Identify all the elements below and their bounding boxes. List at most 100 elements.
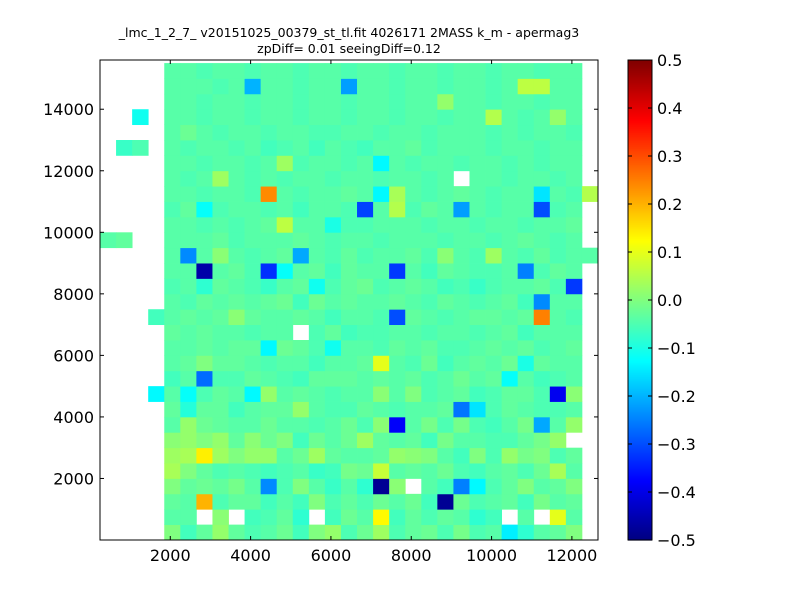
- colorbar-segment: [628, 518, 652, 521]
- colorbar-segment: [628, 270, 652, 273]
- heatmap-cell: [340, 401, 358, 418]
- heatmap-cell: [469, 432, 486, 449]
- heatmap-cell: [180, 416, 197, 433]
- colorbar-segment: [628, 180, 652, 183]
- heatmap-cell: [533, 278, 551, 295]
- heatmap-cell: [517, 201, 535, 218]
- heatmap-cell: [308, 78, 326, 95]
- heatmap-cell: [212, 186, 229, 202]
- heatmap-cell: [517, 324, 535, 341]
- heatmap-cell: [260, 386, 278, 402]
- heatmap-cell: [405, 201, 422, 218]
- heatmap-cell: [324, 124, 342, 141]
- heatmap-cell: [180, 201, 197, 218]
- heatmap-cell: [228, 263, 245, 279]
- heatmap-cell: [549, 309, 567, 326]
- heatmap-cell: [180, 109, 197, 126]
- heatmap-cell: [389, 493, 406, 510]
- heatmap-cell: [517, 432, 535, 449]
- heatmap-cell: [373, 78, 390, 95]
- heatmap-cell: [469, 447, 486, 464]
- heatmap-cell: [212, 447, 229, 464]
- y-tick-label: 12000: [43, 162, 94, 181]
- colorbar-segment: [628, 202, 652, 205]
- heatmap-cell: [180, 124, 197, 141]
- heatmap-cell: [501, 140, 519, 156]
- heatmap-cell: [389, 278, 406, 295]
- heatmap-cell: [276, 201, 294, 218]
- heatmap-cell: [180, 140, 197, 156]
- heatmap-cell: [324, 232, 342, 249]
- heatmap-cell: [533, 386, 551, 402]
- heatmap-cell: [180, 309, 197, 326]
- colorbar-segment: [628, 118, 652, 121]
- colorbar-segment: [628, 252, 652, 255]
- heatmap-cell: [389, 463, 406, 479]
- heatmap-cell: [373, 247, 390, 264]
- colorbar-segment: [628, 192, 652, 195]
- heatmap-cell: [164, 478, 181, 495]
- colorbar-segment: [628, 444, 652, 447]
- heatmap-cell: [324, 63, 342, 79]
- heatmap-cell: [324, 493, 342, 510]
- colorbar-tick-label: −0.3: [657, 435, 696, 454]
- heatmap-cell: [244, 386, 262, 402]
- colorbar-segment: [628, 232, 652, 235]
- heatmap-cell: [260, 186, 278, 202]
- heatmap-cell: [373, 386, 390, 402]
- colorbar-segment: [628, 154, 652, 157]
- heatmap-cell: [517, 170, 535, 187]
- heatmap-cell: [324, 309, 342, 326]
- heatmap-cell: [533, 170, 551, 187]
- colorbar-segment: [628, 500, 652, 503]
- colorbar-segment: [628, 490, 652, 493]
- heatmap-cell: [373, 524, 390, 541]
- heatmap-cell: [164, 140, 181, 156]
- heatmap-cell: [308, 324, 326, 341]
- heatmap-cell: [244, 170, 262, 187]
- heatmap-cell: [469, 324, 486, 341]
- x-tick-label: 10000: [466, 546, 517, 565]
- heatmap-cell: [517, 124, 535, 141]
- heatmap-cell: [469, 201, 486, 218]
- colorbar-segment: [628, 432, 652, 435]
- heatmap-cell: [244, 247, 262, 264]
- heatmap-cell: [357, 386, 374, 402]
- colorbar-tick-label: −0.4: [657, 483, 696, 502]
- colorbar-segment: [628, 268, 652, 271]
- heatmap-cell: [292, 109, 310, 126]
- heatmap-cell: [533, 524, 551, 541]
- heatmap-cell: [292, 432, 310, 449]
- heatmap-cell: [196, 232, 213, 249]
- heatmap-cell: [276, 324, 294, 341]
- colorbar-segment: [628, 484, 652, 487]
- heatmap-cell: [405, 463, 422, 479]
- colorbar-segment: [628, 396, 652, 399]
- heatmap-cell: [565, 124, 583, 141]
- x-tick-label: 2000: [150, 546, 191, 565]
- heatmap-cell: [485, 247, 503, 264]
- colorbar-segment: [628, 138, 652, 141]
- heatmap-cell: [469, 232, 486, 249]
- colorbar-segment: [628, 238, 652, 241]
- heatmap-cell: [308, 216, 326, 233]
- colorbar-tick-label: 0.3: [657, 147, 682, 166]
- colorbar-segment: [628, 442, 652, 445]
- heatmap-cell: [421, 493, 438, 510]
- colorbar-segment: [628, 230, 652, 233]
- heatmap-cell: [324, 509, 342, 526]
- heatmap-cell: [244, 416, 262, 433]
- colorbar-segment: [628, 194, 652, 197]
- heatmap-cell: [196, 370, 213, 387]
- colorbar-segment: [628, 304, 652, 307]
- heatmap-cell: [565, 186, 583, 202]
- colorbar-segment: [628, 376, 652, 379]
- heatmap-cell: [485, 340, 503, 356]
- heatmap-cell: [421, 309, 438, 326]
- heatmap-cell: [357, 370, 374, 387]
- heatmap-cell: [533, 401, 551, 418]
- heatmap-cell: [212, 401, 229, 418]
- heatmap-cell: [244, 232, 262, 249]
- heatmap-cell: [228, 140, 245, 156]
- x-tick-label: 4000: [230, 546, 271, 565]
